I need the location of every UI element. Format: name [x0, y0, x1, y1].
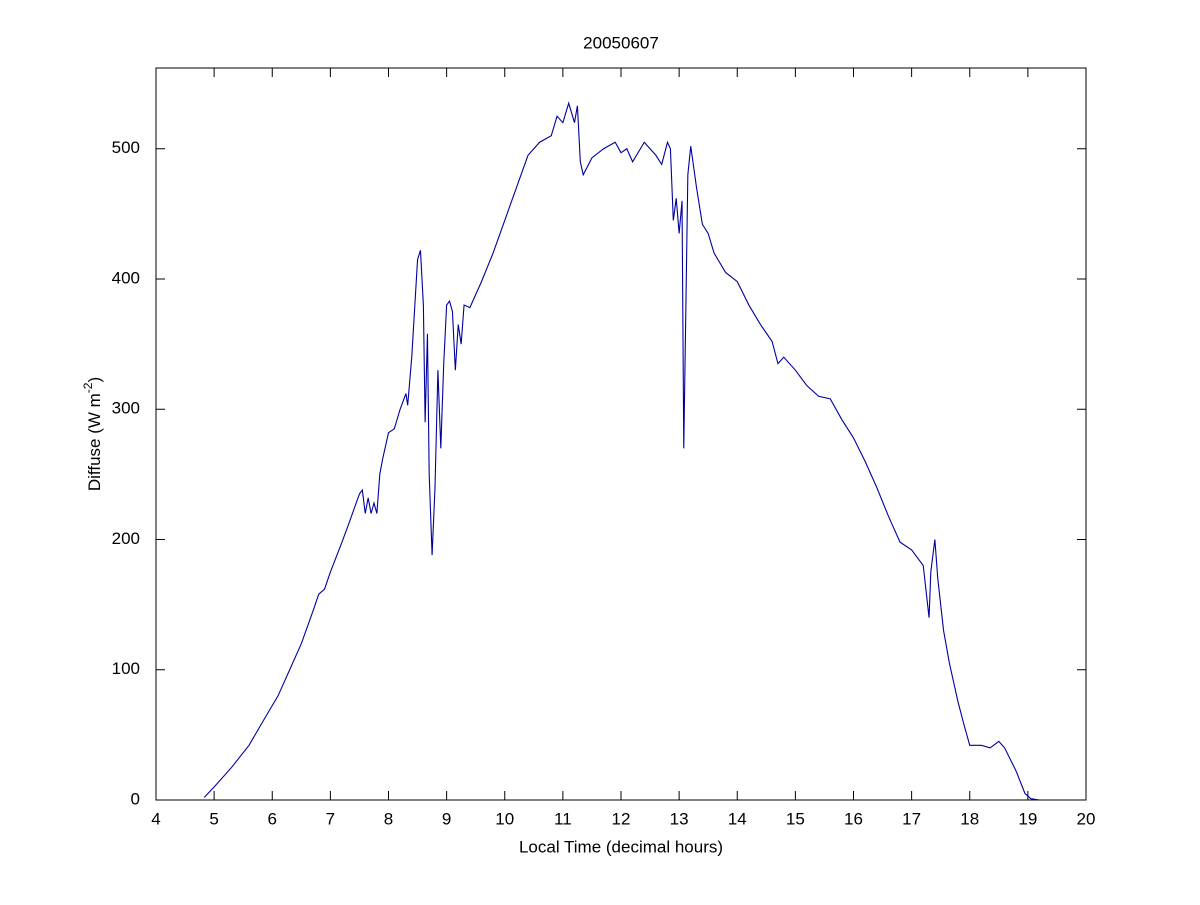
x-tick-label: 16	[844, 809, 863, 828]
y-tick-label: 300	[112, 399, 140, 418]
x-tick-label: 9	[442, 809, 451, 828]
y-axis-label-text: Diffuse (W m	[85, 393, 104, 491]
x-tick-label: 8	[384, 809, 393, 828]
x-tick-label: 15	[786, 809, 805, 828]
x-tick-label: 7	[326, 809, 335, 828]
x-tick-label: 14	[728, 809, 747, 828]
y-tick-label: 500	[112, 138, 140, 157]
x-tick-label: 10	[495, 809, 514, 828]
x-tick-label: 4	[151, 809, 160, 828]
x-tick-label: 12	[612, 809, 631, 828]
y-tick-label: 200	[112, 529, 140, 548]
y-tick-label: 100	[112, 659, 140, 678]
y-axis-label: Diffuse (W m-2)	[81, 377, 104, 491]
y-axis-label-superscript: -2	[81, 382, 95, 393]
plot-area	[155, 67, 1087, 801]
x-tick-label: 5	[209, 809, 218, 828]
data-line	[203, 101, 1040, 801]
x-tick-label: 19	[1018, 809, 1037, 828]
x-tick-label: 6	[268, 809, 277, 828]
y-axis-label-suffix: )	[85, 377, 104, 383]
x-tick-label: 18	[960, 809, 979, 828]
chart-title: 20050607	[583, 33, 659, 52]
x-tick-label: 13	[670, 809, 689, 828]
x-tick-label: 11	[554, 809, 572, 828]
x-tick-label: 17	[902, 809, 921, 828]
x-tick-label: 20	[1077, 809, 1096, 828]
y-tick-label: 0	[131, 789, 140, 808]
y-tick-label: 400	[112, 268, 140, 287]
x-axis-label: Local Time (decimal hours)	[519, 837, 723, 856]
